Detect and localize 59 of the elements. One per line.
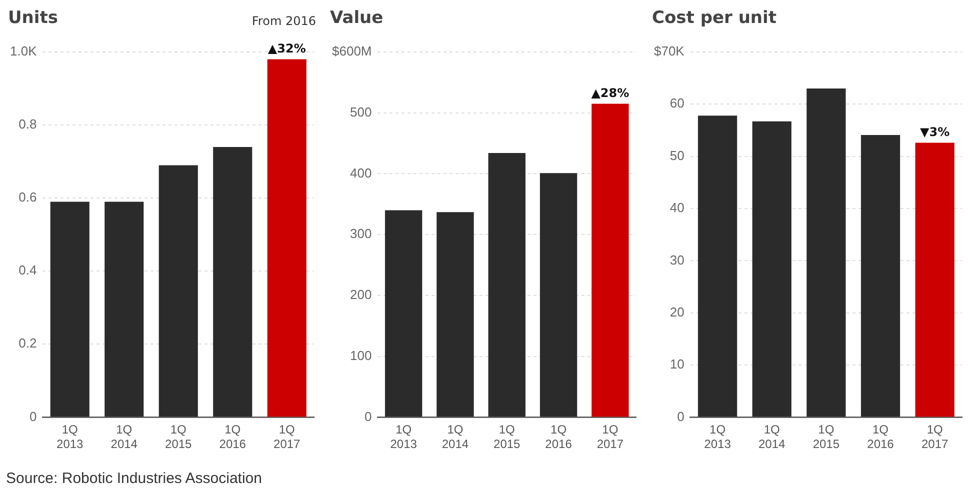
- y-tick-label: 20: [670, 304, 684, 320]
- y-tick-label: 30: [670, 252, 684, 268]
- y-tick-label: 0.6: [18, 190, 37, 205]
- x-tick-label: 1Q 2015: [812, 422, 840, 452]
- y-tick-label: 0.2: [18, 336, 37, 351]
- bar: [698, 116, 738, 417]
- bar: [540, 173, 578, 417]
- annotation: ▲28%: [591, 86, 630, 100]
- x-tick-label: 1Q 2017: [921, 422, 949, 452]
- y-tick-label: 60: [670, 96, 684, 111]
- source-note: Source: Robotic Industries Association: [6, 470, 262, 487]
- chart-title: Units: [8, 8, 58, 28]
- y-tick-label: 50: [670, 148, 684, 163]
- bar: [384, 210, 422, 417]
- bar: [158, 165, 198, 417]
- y-tick-label: 10: [670, 356, 684, 372]
- bar: [915, 142, 954, 417]
- x-tick-label: 1Q 2015: [494, 422, 521, 452]
- x-tick-label: 1Q 2016: [867, 422, 894, 452]
- x-tick-label: 1Q 2015: [165, 422, 192, 452]
- x-tick-label: 1Q 2013: [704, 422, 732, 452]
- bar: [752, 121, 792, 417]
- annotation: ▼3%: [920, 124, 950, 139]
- y-tick-label: 0: [677, 408, 684, 424]
- y-tick-label: 400: [350, 165, 372, 180]
- x-tick-label: 1Q 2014: [758, 422, 786, 452]
- x-tick-label: 1Q 2013: [390, 422, 418, 452]
- bar: [592, 104, 629, 417]
- x-tick-label: 1Q 2014: [442, 422, 469, 452]
- annotation: ▲32%: [268, 41, 306, 56]
- y-tick-label: 1.0K: [10, 44, 38, 59]
- bar: [267, 59, 306, 417]
- y-tick-label: 300: [350, 226, 372, 242]
- y-tick-label: 500: [350, 104, 372, 120]
- x-tick-label: 1Q 2016: [545, 422, 572, 452]
- y-tick-label: 0: [30, 408, 37, 424]
- bar: [436, 212, 474, 417]
- bar: [806, 88, 846, 417]
- bar: [488, 153, 526, 417]
- y-tick-label: 100: [350, 348, 372, 363]
- bar: [213, 146, 252, 417]
- y-tick-label: 40: [670, 200, 684, 216]
- y-tick-label: 0.4: [18, 262, 37, 278]
- y-tick-label: 0: [364, 408, 372, 424]
- y-tick-label: 200: [350, 287, 372, 302]
- bar: [50, 202, 90, 417]
- chart-title: Value: [330, 8, 384, 28]
- text: From 2016: [252, 14, 316, 28]
- y-tick-label: 0.8: [18, 116, 37, 132]
- y-tick-label: $600M: [332, 44, 372, 59]
- x-tick-label: 1Q 2017: [596, 422, 624, 452]
- bar: [104, 202, 144, 417]
- x-tick-label: 1Q 2016: [219, 422, 246, 452]
- x-tick-label: 1Q 2014: [110, 422, 138, 452]
- x-tick-label: 1Q 2013: [56, 422, 84, 452]
- bar: [860, 134, 900, 417]
- x-tick-label: 1Q 2017: [274, 422, 301, 452]
- chart-title: Cost per unit: [652, 8, 776, 28]
- y-tick-label: $70K: [654, 44, 685, 59]
